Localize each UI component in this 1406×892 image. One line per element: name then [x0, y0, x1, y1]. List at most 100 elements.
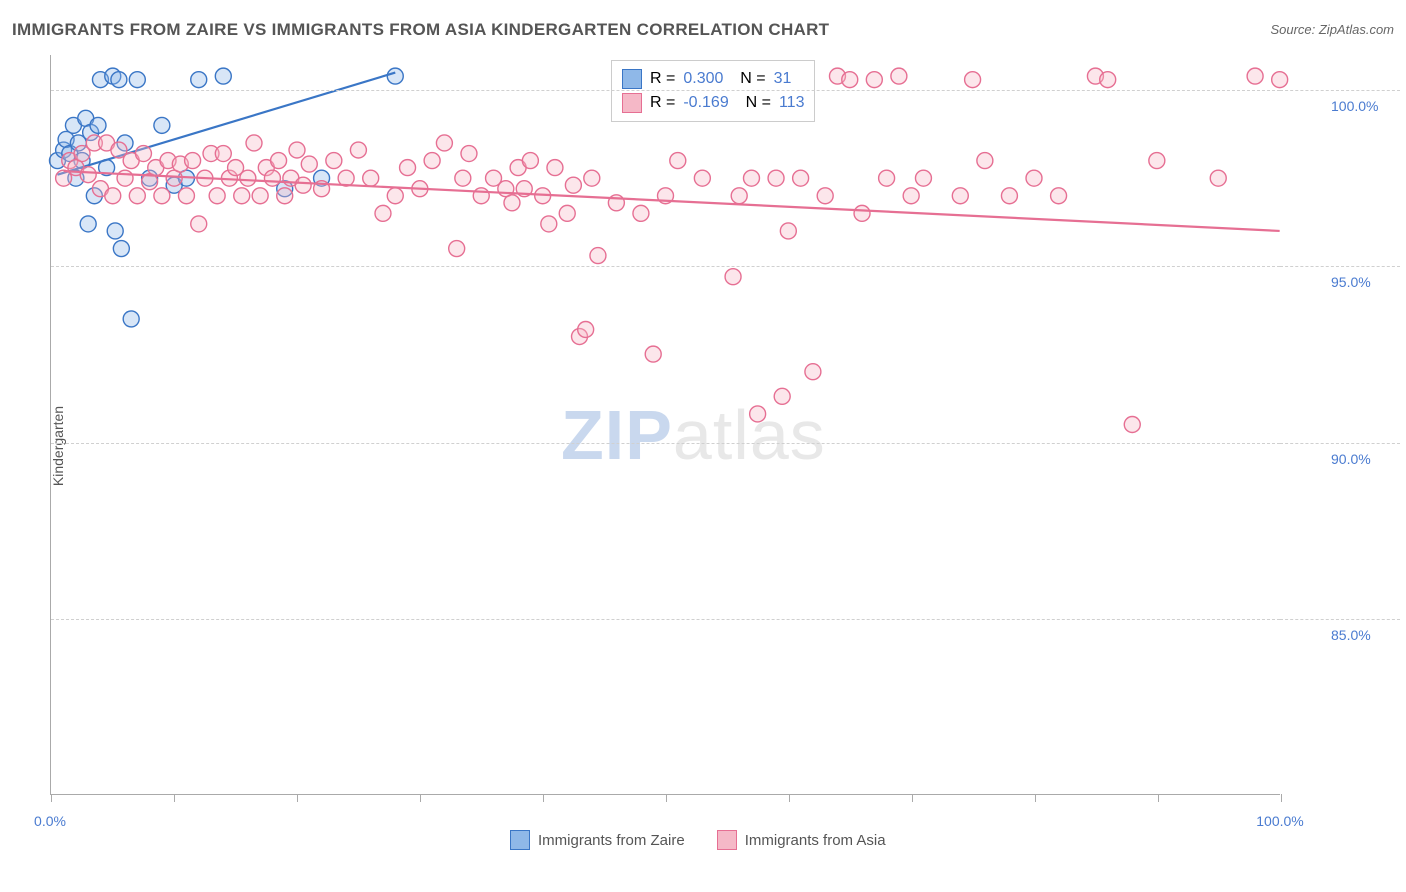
data-point [774, 388, 790, 404]
xtick [1281, 794, 1282, 802]
data-point [424, 153, 440, 169]
data-point [436, 135, 452, 151]
swatch-asia-bottom [717, 830, 737, 850]
gridline-h [1280, 443, 1400, 444]
data-point [694, 170, 710, 186]
ytick-label: 95.0% [1331, 274, 1371, 290]
data-point [387, 188, 403, 204]
legend-r-zaire: 0.300 [683, 67, 723, 91]
data-point [154, 117, 170, 133]
data-point [191, 72, 207, 88]
data-point [326, 153, 342, 169]
data-point [289, 142, 305, 158]
swatch-asia [622, 93, 642, 113]
xtick [666, 794, 667, 802]
legend-n-asia: 113 [779, 91, 805, 115]
data-point [301, 156, 317, 172]
data-point [185, 153, 201, 169]
data-point [105, 188, 121, 204]
data-point [805, 364, 821, 380]
data-point [234, 188, 250, 204]
xtick [912, 794, 913, 802]
data-point [375, 205, 391, 221]
gridline-h [51, 266, 1280, 267]
data-point [363, 170, 379, 186]
data-point [578, 321, 594, 337]
plot-area: ZIPatlas R = 0.300 N = 31 R = -0.169 N =… [50, 55, 1280, 795]
data-point [129, 188, 145, 204]
data-point [209, 188, 225, 204]
data-point [1272, 72, 1288, 88]
data-point [1149, 153, 1165, 169]
xtick [174, 794, 175, 802]
data-point [123, 311, 139, 327]
data-point [107, 223, 123, 239]
data-point [80, 216, 96, 232]
data-point [768, 170, 784, 186]
legend-n-label: N = [737, 91, 771, 115]
data-point [977, 153, 993, 169]
data-point [1001, 188, 1017, 204]
ytick-label: 100.0% [1331, 98, 1378, 114]
data-point [295, 177, 311, 193]
data-point [854, 205, 870, 221]
data-point [252, 188, 268, 204]
xtick [789, 794, 790, 802]
data-point [1247, 68, 1263, 84]
data-point [633, 205, 649, 221]
data-point [246, 135, 262, 151]
data-point [547, 160, 563, 176]
data-point [117, 170, 133, 186]
ytick-label: 90.0% [1331, 451, 1371, 467]
data-point [522, 153, 538, 169]
data-point [590, 248, 606, 264]
xtick [297, 794, 298, 802]
data-point [449, 241, 465, 257]
data-point [1100, 72, 1116, 88]
ytick-label: 85.0% [1331, 627, 1371, 643]
data-point [879, 170, 895, 186]
data-point [387, 68, 403, 84]
data-point [473, 188, 489, 204]
xtick [420, 794, 421, 802]
data-point [191, 216, 207, 232]
gridline-h [1280, 266, 1400, 267]
legend-n-zaire: 31 [774, 67, 792, 91]
chart-title: IMMIGRANTS FROM ZAIRE VS IMMIGRANTS FROM… [12, 20, 829, 40]
xtick [1158, 794, 1159, 802]
data-point [866, 72, 882, 88]
legend-row-asia: R = -0.169 N = 113 [622, 91, 804, 115]
gridline-h [51, 443, 1280, 444]
legend-item-zaire: Immigrants from Zaire [510, 830, 685, 850]
data-point [240, 170, 256, 186]
legend-row-zaire: R = 0.300 N = 31 [622, 67, 804, 91]
legend-label-zaire: Immigrants from Zaire [538, 832, 685, 849]
data-point [793, 170, 809, 186]
data-point [743, 170, 759, 186]
data-point [113, 241, 129, 257]
data-point [215, 68, 231, 84]
data-point [111, 72, 127, 88]
data-point [903, 188, 919, 204]
data-point [584, 170, 600, 186]
data-point [965, 72, 981, 88]
data-point [559, 205, 575, 221]
xtick-label: 0.0% [34, 813, 66, 829]
legend-r-asia: -0.169 [683, 91, 728, 115]
data-point [215, 146, 231, 162]
data-point [135, 146, 151, 162]
data-point [780, 223, 796, 239]
swatch-zaire-bottom [510, 830, 530, 850]
legend-label-asia: Immigrants from Asia [745, 832, 886, 849]
data-point [271, 153, 287, 169]
data-point [90, 117, 106, 133]
legend-r-label: R = [650, 91, 675, 115]
data-point [750, 406, 766, 422]
series-legend: Immigrants from Zaire Immigrants from As… [510, 830, 886, 850]
data-point [455, 170, 471, 186]
data-point [264, 170, 280, 186]
legend-n-label: N = [731, 67, 765, 91]
data-point [670, 153, 686, 169]
legend-item-asia: Immigrants from Asia [717, 830, 886, 850]
data-point [178, 188, 194, 204]
